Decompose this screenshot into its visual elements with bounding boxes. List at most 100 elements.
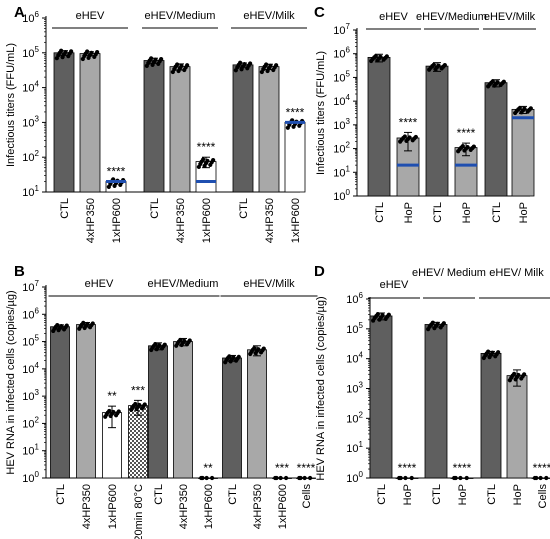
group-label: eHEV/Medium: [145, 10, 216, 22]
data-point: [64, 323, 69, 328]
data-point: [95, 50, 100, 55]
y-tick-label: 104: [333, 93, 350, 108]
y-tick-label: 104: [22, 80, 39, 95]
bar: [425, 65, 449, 197]
y-tick-exponent: 7: [35, 279, 40, 288]
group-label: eHEV: [379, 11, 408, 23]
y-tick-exponent: 0: [35, 470, 40, 479]
y-tick-label: 102: [22, 149, 39, 164]
y-tick-label: 106: [22, 10, 39, 25]
y-tick-label: 101: [333, 164, 350, 179]
bar: [128, 405, 148, 479]
data-point: [142, 402, 147, 407]
group-label: eHEV/Milk: [243, 10, 295, 22]
y-tick-label: 101: [22, 184, 39, 199]
y-tick-exponent: 5: [346, 69, 351, 78]
x-category-label: Cells: [301, 484, 313, 509]
bar: [511, 108, 535, 197]
data-point: [464, 475, 469, 481]
bar: [79, 53, 101, 193]
data-point: [162, 342, 167, 347]
data-point: [441, 321, 446, 326]
data-point: [398, 475, 403, 481]
data-point: [204, 475, 209, 481]
y-tick-label: 101: [22, 443, 39, 458]
y-tick-exponent: 4: [359, 351, 364, 360]
x-category-label: 4xHP350: [178, 484, 190, 529]
data-point: [209, 475, 215, 481]
data-point: [534, 475, 539, 481]
bar: [169, 66, 191, 193]
significance-label: ****: [398, 461, 417, 475]
panel-letter: B: [14, 263, 25, 280]
y-tick-exponent: 3: [359, 381, 364, 390]
significance-label: ****: [286, 105, 305, 119]
data-point: [384, 54, 389, 59]
data-point: [307, 475, 313, 481]
y-tick-exponent: 2: [346, 141, 351, 150]
bar: [367, 56, 391, 197]
x-category-label: 4xHP350: [264, 198, 276, 243]
data-point: [465, 144, 470, 150]
y-tick-label: 105: [333, 69, 350, 84]
data-point: [200, 475, 205, 481]
bar: [247, 349, 267, 479]
bar: [484, 82, 508, 197]
data-point: [458, 475, 463, 481]
y-tick-exponent: 6: [35, 306, 40, 315]
panel-letter: D: [314, 263, 325, 280]
y-axis-label: HEV RNA in infected cells (copies/µg): [315, 296, 327, 480]
bar: [424, 324, 448, 479]
data-point: [501, 79, 506, 84]
data-point: [248, 61, 253, 66]
x-category-label: HoP: [457, 484, 469, 505]
data-point: [495, 80, 500, 85]
data-point: [378, 54, 383, 59]
data-point: [107, 408, 112, 414]
y-tick-exponent: 3: [346, 117, 351, 126]
y-tick-label: 103: [333, 117, 350, 132]
data-point: [407, 135, 412, 140]
panel-a: A Infectious titers (FFU/mL) 101 102 103 104 1…: [5, 4, 307, 243]
x-category-label: 4xHP350: [252, 484, 264, 529]
x-category-label: 1xHP600: [111, 198, 123, 243]
data-point: [512, 371, 517, 376]
group-label: eHEV/Medium: [416, 11, 487, 23]
significance-label: ****: [457, 126, 476, 140]
group-label: eHEV/Milk: [243, 278, 295, 290]
x-category-label: Cells: [537, 484, 549, 509]
data-point: [278, 475, 283, 481]
y-tick-label: 101: [346, 440, 363, 455]
data-point: [471, 144, 476, 149]
y-tick-exponent: 4: [35, 80, 40, 89]
x-category-label: CTL: [227, 484, 239, 505]
group-label: eHEV: [380, 279, 409, 291]
x-category-label: 1xHP600: [203, 484, 215, 529]
significance-label: ****: [453, 461, 472, 475]
x-category-label: CTL: [238, 198, 250, 219]
data-point: [185, 63, 190, 68]
y-tick-exponent: 4: [35, 361, 40, 370]
y-tick-label: 102: [346, 410, 363, 425]
y-tick-exponent: 2: [35, 149, 40, 158]
data-point: [302, 475, 307, 481]
x-category-label: HoP: [518, 202, 530, 223]
y-tick-label: 107: [22, 279, 39, 294]
x-category-label: 1xHP600: [290, 198, 302, 243]
data-point: [460, 144, 465, 149]
bar: [258, 66, 280, 193]
data-point: [133, 401, 138, 407]
bar: [50, 326, 70, 479]
significance-label: ***: [131, 383, 145, 397]
panel-d: D HEV RNA in infected cells (copies/µg) 10…: [314, 263, 550, 508]
bar: [222, 357, 242, 479]
data-point: [187, 338, 192, 343]
y-tick-exponent: 6: [346, 46, 351, 55]
data-point: [227, 354, 232, 359]
y-tick-exponent: 1: [346, 164, 351, 173]
group-label: eHEV: [76, 10, 105, 22]
bar: [232, 64, 254, 193]
